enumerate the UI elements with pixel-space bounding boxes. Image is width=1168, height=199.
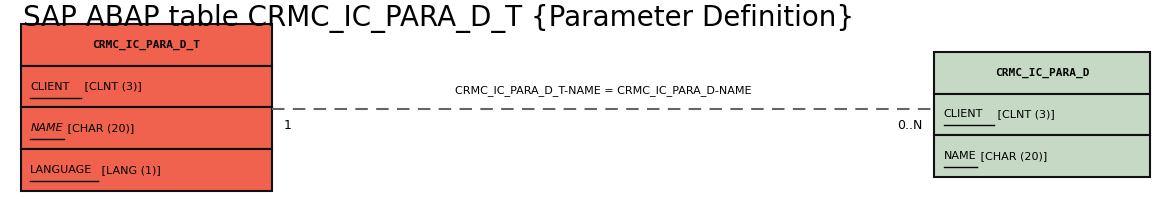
Text: [CHAR (20)]: [CHAR (20)]	[978, 151, 1048, 161]
Text: 1: 1	[284, 119, 292, 132]
Text: [CLNT (3)]: [CLNT (3)]	[994, 109, 1055, 119]
FancyBboxPatch shape	[21, 149, 272, 191]
Text: SAP ABAP table CRMC_IC_PARA_D_T {Parameter Definition}: SAP ABAP table CRMC_IC_PARA_D_T {Paramet…	[23, 4, 855, 33]
Text: NAME: NAME	[944, 151, 976, 161]
Text: CRMC_IC_PARA_D: CRMC_IC_PARA_D	[995, 67, 1090, 78]
Text: CRMC_IC_PARA_D_T-NAME = CRMC_IC_PARA_D-NAME: CRMC_IC_PARA_D_T-NAME = CRMC_IC_PARA_D-N…	[456, 85, 751, 96]
Text: CLIENT: CLIENT	[30, 82, 70, 92]
Text: CLIENT: CLIENT	[944, 109, 983, 119]
Text: [CLNT (3)]: [CLNT (3)]	[81, 82, 141, 92]
Text: LANGUAGE: LANGUAGE	[30, 165, 92, 175]
Text: [LANG (1)]: [LANG (1)]	[98, 165, 160, 175]
FancyBboxPatch shape	[934, 135, 1150, 177]
FancyBboxPatch shape	[934, 52, 1150, 94]
FancyBboxPatch shape	[934, 94, 1150, 135]
Text: CRMC_IC_PARA_D_T: CRMC_IC_PARA_D_T	[92, 40, 201, 50]
FancyBboxPatch shape	[21, 24, 272, 66]
Text: 0..N: 0..N	[897, 119, 923, 132]
FancyBboxPatch shape	[21, 66, 272, 107]
Text: [CHAR (20)]: [CHAR (20)]	[64, 123, 134, 133]
Text: NAME: NAME	[30, 123, 63, 133]
FancyBboxPatch shape	[21, 107, 272, 149]
